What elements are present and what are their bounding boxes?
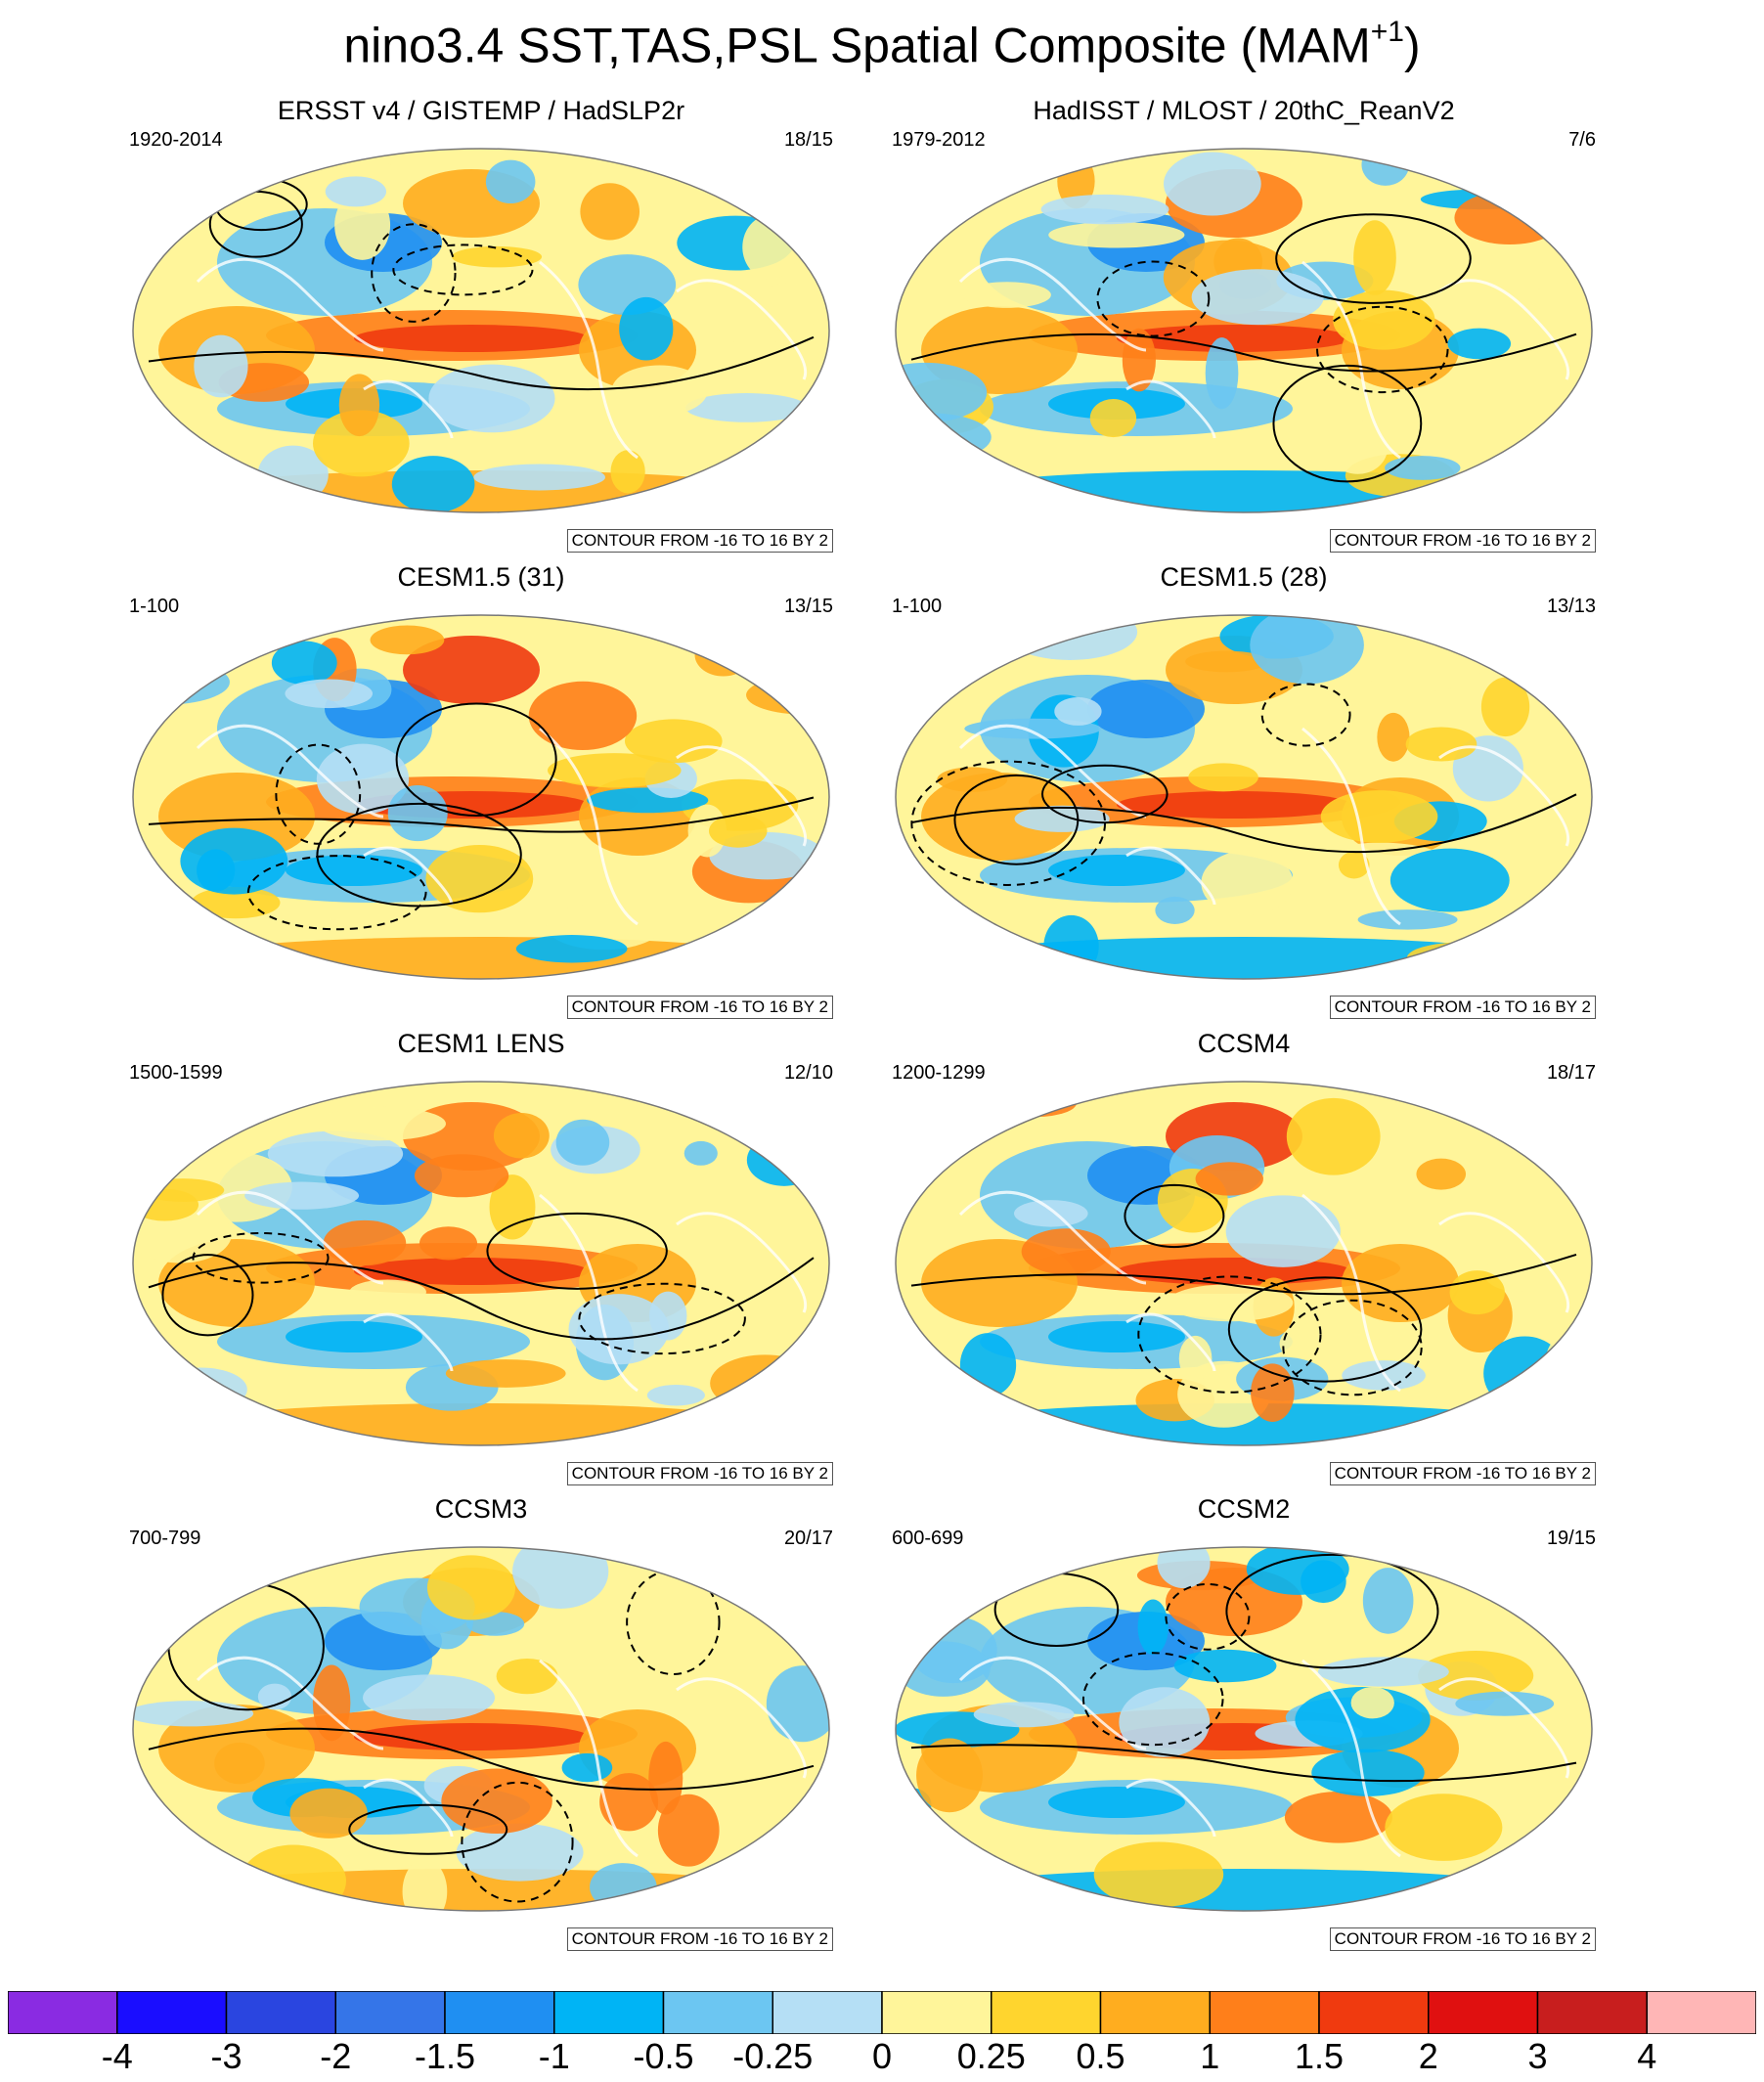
panel-event-count: 13/15 [783,596,833,617]
panel-years: 700-799 [129,1528,201,1549]
composite-map [132,1546,830,1912]
panel-years: 1200-1299 [892,1062,986,1084]
composite-map [895,1081,1593,1446]
colorbar-segment [1099,1991,1211,2034]
colorbar-tick-label: 3 [1527,2036,1548,2076]
map-panel: CESM1.5 (28) 1-100 13/13 CONTOUR FROM -16 T… [892,562,1596,1022]
colorbar-tick-label: -4 [101,2036,133,2076]
panel-years: 1-100 [129,596,180,617]
panel-years: 1-100 [892,596,943,617]
composite-map [132,148,830,513]
panel-years: 1920-2014 [129,129,223,151]
colorbar-segment [772,1991,883,2034]
panel-event-count: 18/15 [783,129,833,151]
colorbar-segment [225,1991,336,2034]
map-panel: HadISST / MLOST / 20thC_ReanV2 1979-2012 7… [892,96,1596,555]
colorbar-tick-label: 0 [871,2036,893,2076]
panel-event-count: 19/15 [1546,1528,1596,1549]
panel-title: CCSM2 [1197,1494,1291,1524]
colorbar-segment [444,1991,555,2034]
panel-event-count: 12/10 [783,1062,833,1084]
colorbar-tick-label: -2 [320,2036,352,2076]
colorbar-tick-label: 0.5 [1076,2036,1125,2076]
composite-map [895,148,1593,513]
composite-map [895,614,1593,980]
panel-title: CCSM4 [1197,1029,1291,1058]
colorbar-segment [8,1991,118,2034]
composite-map [132,614,830,980]
panel-title: CESM1.5 (31) [397,562,565,592]
map-panel: CCSM3 700-799 20/17 CONTOUR FROM -16 TO 16 … [129,1494,833,1954]
colorbar-segment [116,1991,228,2034]
panel-title: CESM1 LENS [397,1029,565,1058]
colorbar-tick-label: -1.5 [414,2036,476,2076]
colorbar-segment [1536,1991,1648,2034]
map-panel: CCSM2 600-699 19/15 CONTOUR FROM -16 TO 16 … [892,1494,1596,1954]
composite-map [132,1081,830,1446]
colorbar-tick-label: 1.5 [1294,2036,1345,2076]
panel-event-count: 7/6 [1568,129,1596,151]
panel-title: HadISST / MLOST / 20thC_ReanV2 [1033,96,1455,125]
colorbar [8,1991,1756,2034]
colorbar-tick-label: 4 [1637,2036,1657,2076]
colorbar-segment [991,1991,1102,2034]
colorbar-segment [1428,1991,1539,2034]
contour-info-box: CONTOUR FROM -16 TO 16 BY 2 [566,529,833,553]
colorbar-segment [553,1991,665,2034]
colorbar-segment [881,1991,992,2034]
colorbar-tick-label: 2 [1418,2036,1438,2076]
panel-title: CCSM3 [434,1494,528,1524]
colorbar-segment [1646,1991,1756,2034]
colorbar-labels: -4 -3 -2 -1.5 -1 -0.5 -0.25 0 0.25 0.5 1 1.5 2 3 4 [0,2036,1764,2079]
colorbar-tick-label: 0.25 [956,2036,1026,2076]
contour-info-box: CONTOUR FROM -16 TO 16 BY 2 [1329,1462,1596,1485]
map-panel: CESM1.5 (31) 1-100 13/15 CONTOUR FROM -16 T… [129,562,833,1022]
contour-info-box: CONTOUR FROM -16 TO 16 BY 2 [1329,1927,1596,1951]
panel-event-count: 13/13 [1546,596,1596,617]
colorbar-tick-label: 1 [1200,2036,1220,2076]
contour-info-box: CONTOUR FROM -16 TO 16 BY 2 [1329,996,1596,1019]
contour-info-box: CONTOUR FROM -16 TO 16 BY 2 [1329,529,1596,553]
page-title: nino3.4 SST,TAS,PSL Spatial Composite (M… [343,16,1421,73]
map-panel: CESM1 LENS 1500-1599 12/10 CONTOUR FROM -16… [129,1029,833,1488]
panel-event-count: 20/17 [783,1528,833,1549]
colorbar-segment [1209,1991,1320,2034]
map-panel: ERSST v4 / GISTEMP / HadSLP2r 1920-2014 18… [129,96,833,555]
map-panel: CCSM4 1200-1299 18/17 CONTOUR FROM -16 TO 1… [892,1029,1596,1488]
colorbar-tick-label: -1 [538,2036,570,2076]
panel-event-count: 18/17 [1546,1062,1596,1084]
colorbar-tick-label: -0.25 [732,2036,814,2076]
colorbar-tick-label: -0.5 [633,2036,694,2076]
contour-info-box: CONTOUR FROM -16 TO 16 BY 2 [566,1462,833,1485]
panel-title: ERSST v4 / GISTEMP / HadSLP2r [277,96,685,125]
panel-years: 1500-1599 [129,1062,223,1084]
panel-years: 600-699 [892,1528,964,1549]
contour-info-box: CONTOUR FROM -16 TO 16 BY 2 [566,1927,833,1951]
colorbar-tick-label: -3 [210,2036,243,2076]
panel-years: 1979-2012 [892,129,986,151]
panel-title: CESM1.5 (28) [1160,562,1328,592]
colorbar-segment [662,1991,773,2034]
composite-map [895,1546,1593,1912]
colorbar-segment [1318,1991,1430,2034]
colorbar-segment [334,1991,446,2034]
contour-info-box: CONTOUR FROM -16 TO 16 BY 2 [566,996,833,1019]
